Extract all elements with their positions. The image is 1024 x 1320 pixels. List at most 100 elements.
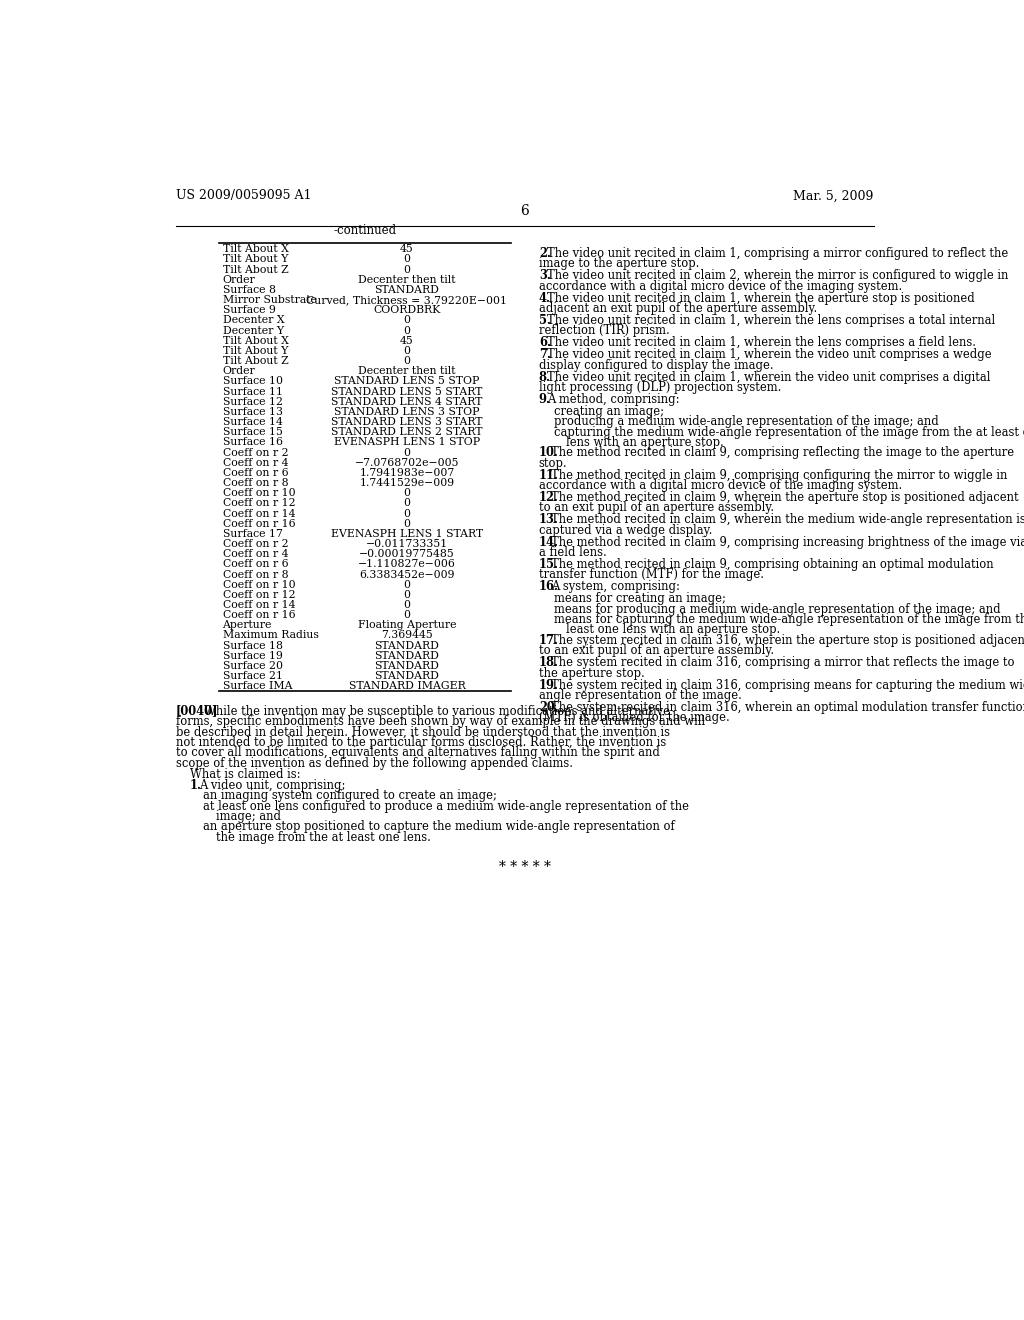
Text: The video unit recited in claim 2, wherein the mirror is configured to wiggle in: The video unit recited in claim 2, where… xyxy=(548,269,1009,282)
Text: STANDARD LENS 5 START: STANDARD LENS 5 START xyxy=(332,387,482,396)
Text: −0.011733351: −0.011733351 xyxy=(366,539,449,549)
Text: Coeff on r 2: Coeff on r 2 xyxy=(222,539,288,549)
Text: producing a medium wide-angle representation of the image; and: producing a medium wide-angle representa… xyxy=(554,416,939,428)
Text: display configured to display the image.: display configured to display the image. xyxy=(539,359,773,372)
Text: 0: 0 xyxy=(403,255,411,264)
Text: Coeff on r 4: Coeff on r 4 xyxy=(222,458,288,467)
Text: image; and: image; and xyxy=(216,810,282,824)
Text: The system recited in claim 316, wherein the aperture stop is positioned adjacen: The system recited in claim 316, wherein… xyxy=(551,634,1024,647)
Text: Surface 12: Surface 12 xyxy=(222,397,283,407)
Text: 4.: 4. xyxy=(539,292,551,305)
Text: Decenter then tilt: Decenter then tilt xyxy=(358,366,456,376)
Text: Tilt About Y: Tilt About Y xyxy=(222,346,288,356)
Text: Tilt About Z: Tilt About Z xyxy=(222,356,288,366)
Text: Surface 21: Surface 21 xyxy=(222,671,283,681)
Text: 10.: 10. xyxy=(539,446,558,459)
Text: 0: 0 xyxy=(403,346,411,356)
Text: The method recited in claim 9, comprising reflecting the image to the aperture: The method recited in claim 9, comprisin… xyxy=(551,446,1015,459)
Text: reflection (TIR) prism.: reflection (TIR) prism. xyxy=(539,325,670,338)
Text: −1.110827e−006: −1.110827e−006 xyxy=(358,560,456,569)
Text: Tilt About Z: Tilt About Z xyxy=(222,264,288,275)
Text: STANDARD: STANDARD xyxy=(375,671,439,681)
Text: * * * * *: * * * * * xyxy=(499,861,551,874)
Text: 19.: 19. xyxy=(539,678,559,692)
Text: A method, comprising:: A method, comprising: xyxy=(548,393,680,405)
Text: Tilt About X: Tilt About X xyxy=(222,335,289,346)
Text: angle representation of the image.: angle representation of the image. xyxy=(539,689,741,702)
Text: Maximum Radius: Maximum Radius xyxy=(222,631,318,640)
Text: While the invention may be susceptible to various modifications and alternative: While the invention may be susceptible t… xyxy=(204,705,670,718)
Text: the image from the at least one lens.: the image from the at least one lens. xyxy=(216,830,431,843)
Text: forms, specific embodiments have been shown by way of example in the drawings an: forms, specific embodiments have been sh… xyxy=(176,715,706,727)
Text: Surface 11: Surface 11 xyxy=(222,387,283,396)
Text: -continued: -continued xyxy=(334,224,396,238)
Text: accordance with a digital micro device of the imaging system.: accordance with a digital micro device o… xyxy=(539,280,902,293)
Text: be described in detail herein. However, it should be understood that the inventi: be described in detail herein. However, … xyxy=(176,726,670,738)
Text: Surface 13: Surface 13 xyxy=(222,407,283,417)
Text: Coeff on r 16: Coeff on r 16 xyxy=(222,519,295,529)
Text: accordance with a digital micro device of the imaging system.: accordance with a digital micro device o… xyxy=(539,479,902,492)
Text: What is claimed is:: What is claimed is: xyxy=(190,768,300,781)
Text: 16.: 16. xyxy=(539,581,559,594)
Text: 11.: 11. xyxy=(539,469,559,482)
Text: 0: 0 xyxy=(403,499,411,508)
Text: A system, comprising:: A system, comprising: xyxy=(551,581,680,594)
Text: capturing the medium wide-angle representation of the image from the at least on: capturing the medium wide-angle represen… xyxy=(554,425,1024,438)
Text: Coeff on r 4: Coeff on r 4 xyxy=(222,549,288,560)
Text: EVENASPH LENS 1 STOP: EVENASPH LENS 1 STOP xyxy=(334,437,480,447)
Text: STANDARD: STANDARD xyxy=(375,640,439,651)
Text: Mirror Substrate: Mirror Substrate xyxy=(222,296,316,305)
Text: 0: 0 xyxy=(403,264,411,275)
Text: creating an image;: creating an image; xyxy=(554,405,665,418)
Text: Curved, Thickness = 3.79220E−001: Curved, Thickness = 3.79220E−001 xyxy=(306,296,508,305)
Text: Order: Order xyxy=(222,366,255,376)
Text: 14.: 14. xyxy=(539,536,559,549)
Text: The video unit recited in claim 1, wherein the lens comprises a total internal: The video unit recited in claim 1, where… xyxy=(548,314,995,327)
Text: EVENASPH LENS 1 START: EVENASPH LENS 1 START xyxy=(331,529,483,539)
Text: Coeff on r 8: Coeff on r 8 xyxy=(222,478,288,488)
Text: 15.: 15. xyxy=(539,558,559,572)
Text: the aperture stop.: the aperture stop. xyxy=(539,667,644,680)
Text: means for creating an image;: means for creating an image; xyxy=(554,593,726,606)
Text: 0: 0 xyxy=(403,508,411,519)
Text: The system recited in claim 316, wherein an optimal modulation transfer function: The system recited in claim 316, wherein… xyxy=(551,701,1024,714)
Text: least one lens with an aperture stop.: least one lens with an aperture stop. xyxy=(566,623,780,636)
Text: transfer function (MTF) for the image.: transfer function (MTF) for the image. xyxy=(539,569,764,581)
Text: The video unit recited in claim 1, wherein the video unit comprises a digital: The video unit recited in claim 1, where… xyxy=(548,371,991,384)
Text: image to the aperture stop.: image to the aperture stop. xyxy=(539,257,699,271)
Text: Order: Order xyxy=(222,275,255,285)
Text: Coeff on r 6: Coeff on r 6 xyxy=(222,467,288,478)
Text: Coeff on r 10: Coeff on r 10 xyxy=(222,488,295,498)
Text: lens with an aperture stop.: lens with an aperture stop. xyxy=(566,436,724,449)
Text: STANDARD IMAGER: STANDARD IMAGER xyxy=(348,681,465,692)
Text: 0: 0 xyxy=(403,579,411,590)
Text: 6.3383452e−009: 6.3383452e−009 xyxy=(359,569,455,579)
Text: adjacent an exit pupil of the aperture assembly.: adjacent an exit pupil of the aperture a… xyxy=(539,302,817,315)
Text: The method recited in claim 9, comprising increasing brightness of the image via: The method recited in claim 9, comprisin… xyxy=(551,536,1024,549)
Text: Surface 10: Surface 10 xyxy=(222,376,283,387)
Text: Coeff on r 2: Coeff on r 2 xyxy=(222,447,288,458)
Text: Surface 9: Surface 9 xyxy=(222,305,275,315)
Text: Coeff on r 6: Coeff on r 6 xyxy=(222,560,288,569)
Text: Surface 8: Surface 8 xyxy=(222,285,275,294)
Text: 0: 0 xyxy=(403,447,411,458)
Text: STANDARD: STANDARD xyxy=(375,651,439,661)
Text: at least one lens configured to produce a medium wide-angle representation of th: at least one lens configured to produce … xyxy=(203,800,689,813)
Text: Surface 17: Surface 17 xyxy=(222,529,283,539)
Text: The video unit recited in claim 1, wherein the lens comprises a field lens.: The video unit recited in claim 1, where… xyxy=(548,337,976,350)
Text: 0: 0 xyxy=(403,315,411,326)
Text: The system recited in claim 316, comprising means for capturing the medium wide-: The system recited in claim 316, compris… xyxy=(551,678,1024,692)
Text: The method recited in claim 9, wherein the aperture stop is positioned adjacent: The method recited in claim 9, wherein t… xyxy=(551,491,1019,504)
Text: 9.: 9. xyxy=(539,393,551,405)
Text: to an exit pupil of an aperture assembly.: to an exit pupil of an aperture assembly… xyxy=(539,502,774,515)
Text: 7.369445: 7.369445 xyxy=(381,631,433,640)
Text: 1.7941983e−007: 1.7941983e−007 xyxy=(359,467,455,478)
Text: The video unit recited in claim 1, wherein the aperture stop is positioned: The video unit recited in claim 1, where… xyxy=(548,292,975,305)
Text: 8.: 8. xyxy=(539,371,551,384)
Text: Decenter then tilt: Decenter then tilt xyxy=(358,275,456,285)
Text: 0: 0 xyxy=(403,610,411,620)
Text: Aperture: Aperture xyxy=(222,620,272,631)
Text: to cover all modifications, equivalents and alternatives falling within the spir: to cover all modifications, equivalents … xyxy=(176,746,659,759)
Text: 0: 0 xyxy=(403,601,411,610)
Text: light processing (DLP) projection system.: light processing (DLP) projection system… xyxy=(539,381,781,393)
